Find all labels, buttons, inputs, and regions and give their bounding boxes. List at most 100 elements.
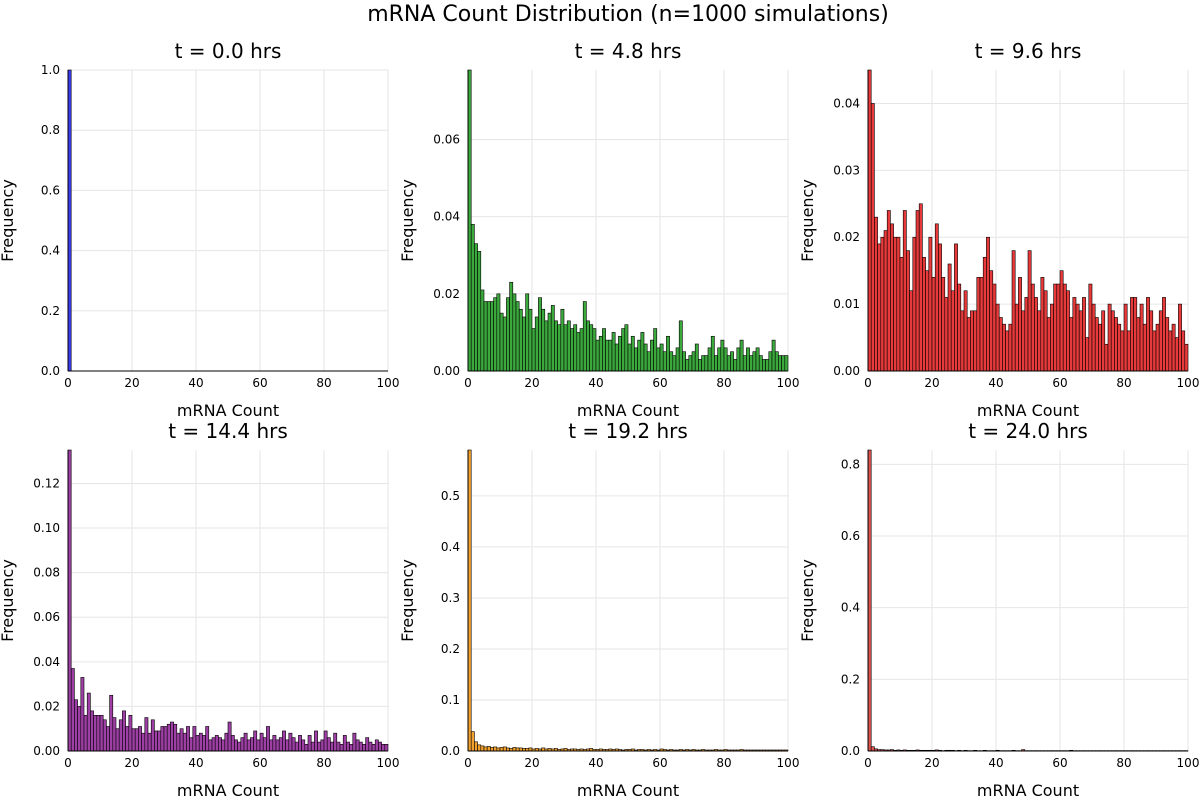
histogram-bar (998, 317, 1003, 372)
histogram-bar (685, 359, 690, 372)
histogram-bar (355, 739, 360, 752)
x-tick-label: 0 (464, 376, 472, 390)
y-tick-label: 0.0 (441, 744, 460, 758)
histogram-bar (1030, 283, 1035, 372)
histogram-bar (320, 739, 325, 752)
histogram-bar (678, 320, 683, 372)
histogram-bar (669, 351, 674, 372)
histogram-bar (282, 730, 286, 752)
histogram-bar (259, 732, 264, 752)
y-tick-label: 0.4 (841, 601, 860, 615)
histogram-bar (1107, 303, 1112, 372)
histogram-bar (538, 297, 542, 372)
histogram-bar (570, 328, 574, 372)
x-tick-label: 20 (524, 756, 539, 770)
histogram-bar (1110, 310, 1115, 372)
histogram-bar (490, 747, 494, 752)
x-axis-label: mRNA Count (577, 401, 679, 420)
histogram-bar (90, 710, 94, 752)
x-tick-label: 60 (252, 376, 267, 390)
histogram-bar (1069, 317, 1074, 372)
histogram-bar (1082, 297, 1086, 372)
histogram-bar (522, 316, 526, 372)
histogram-bar (470, 731, 475, 752)
subplot-3: 0 20 40 60 80 100 0.00 0.01 0.02 0.03 0.04 t = 9.6 … (798, 39, 1199, 420)
histogram-bar (986, 236, 990, 372)
histogram-bar (493, 297, 498, 372)
histogram-bar (755, 347, 760, 372)
y-tick-label: 0.12 (33, 476, 60, 490)
subplot-4: 0 20 40 60 80 100 0.00 0.02 0.04 0.06 0.08 0.10 0.12… (0, 419, 399, 800)
histogram-bar (157, 730, 162, 752)
y-axis-label: Frequency (0, 559, 17, 642)
y-axis-label: Frequency (798, 179, 817, 262)
histogram-bar (1171, 323, 1176, 372)
histogram-bar (1018, 277, 1022, 372)
histogram-bar (714, 355, 718, 372)
histogram-bar (1146, 297, 1150, 372)
histogram-bar (342, 735, 347, 752)
histogram-bar (1094, 317, 1099, 372)
y-tick-label: 0.03 (833, 163, 860, 177)
histogram-bar (202, 735, 206, 752)
histogram-bar (915, 210, 920, 372)
histogram-bar (237, 741, 242, 752)
histogram-bar (144, 717, 149, 752)
histogram-bar (605, 339, 610, 372)
histogram-bar (362, 744, 366, 752)
histogram-bar (1120, 330, 1125, 372)
histogram-bar (502, 316, 507, 372)
histogram-bar (582, 301, 587, 372)
histogram-bar (682, 351, 686, 372)
histogram-bar (125, 726, 130, 752)
histogram-bar (931, 277, 936, 372)
histogram-bar (1158, 310, 1163, 372)
y-tick-label: 0.6 (41, 183, 60, 197)
y-tick-label: 0.06 (433, 132, 460, 146)
histogram-bar (1088, 283, 1093, 372)
y-axis-label: Frequency (0, 179, 17, 262)
histogram-bar (1162, 297, 1166, 372)
histogram-bar (1136, 317, 1141, 372)
histogram-bar (493, 746, 498, 752)
histogram-bar (643, 343, 648, 372)
histogram-bar (182, 732, 187, 752)
histogram-bar (1142, 323, 1147, 372)
histogram-bar (310, 741, 315, 752)
histogram-bar (102, 719, 107, 752)
x-tick-label: 0 (864, 756, 872, 770)
histogram-bar (541, 308, 546, 372)
histogram-bar (534, 316, 539, 372)
y-tick-label: 0.02 (33, 699, 60, 713)
histogram-bar (749, 355, 754, 372)
histogram-bar (566, 320, 571, 372)
histogram-bar (272, 735, 277, 752)
histogram-bar (346, 741, 350, 752)
histogram-bar (992, 283, 997, 372)
histogram-bar (726, 355, 731, 372)
histogram-bar (531, 328, 536, 372)
histogram-bar (486, 746, 491, 752)
x-tick-label: 20 (924, 756, 939, 770)
histogram-bar (778, 355, 782, 372)
x-tick-label: 0 (64, 756, 72, 770)
histogram-bar (736, 347, 741, 372)
histogram-bar (166, 723, 171, 752)
histogram-bar (608, 339, 613, 372)
histogram-bar (758, 355, 763, 372)
histogram-bar (970, 310, 974, 372)
histogram-bar (1149, 310, 1154, 372)
x-tick-label: 100 (377, 376, 400, 390)
histogram-bar (720, 339, 725, 372)
histogram-bar (256, 739, 261, 752)
histogram-bar (954, 243, 958, 372)
histogram-bar (474, 741, 478, 752)
histogram-bar (509, 281, 514, 372)
histogram-bar (573, 324, 578, 372)
histogram-bar (250, 737, 254, 752)
x-tick-label: 60 (1052, 756, 1067, 770)
histogram-bar (1066, 290, 1070, 372)
histogram-bar (70, 668, 75, 752)
histogram-bar (902, 210, 907, 372)
histogram-bar (374, 739, 379, 752)
